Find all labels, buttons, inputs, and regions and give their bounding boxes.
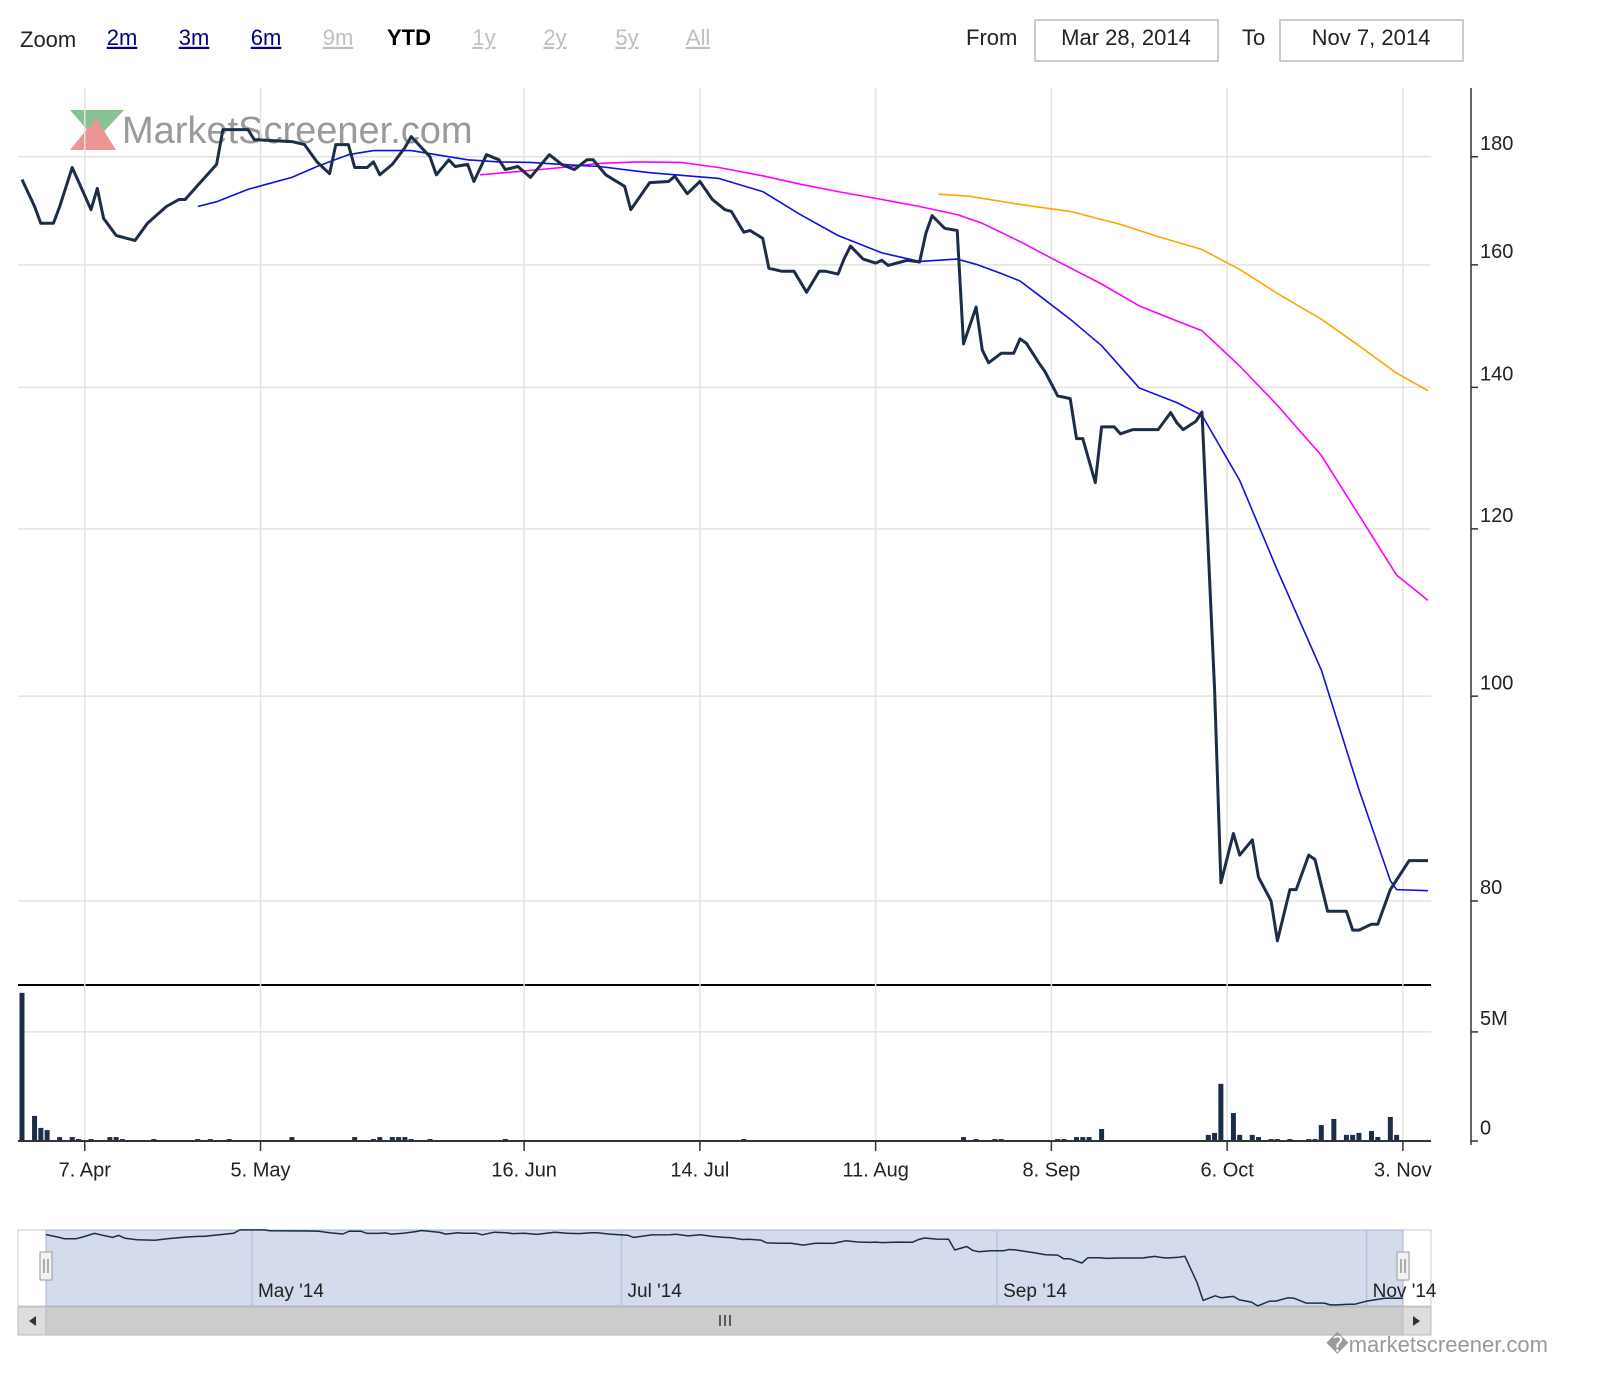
scroll-left-arrow bbox=[29, 1316, 36, 1326]
zoom-button: All bbox=[686, 25, 710, 50]
volume-bar bbox=[389, 1137, 395, 1141]
volume-bar bbox=[1249, 1134, 1255, 1141]
zoom-button[interactable]: 6m bbox=[251, 25, 282, 50]
zoom-button: 2y bbox=[543, 25, 566, 50]
x-tick-label: 16. Jun bbox=[491, 1159, 557, 1181]
volume-bar bbox=[402, 1137, 408, 1141]
y-tick-label: 0 bbox=[1480, 1117, 1491, 1139]
x-tick-label: 3. Nov bbox=[1374, 1159, 1432, 1181]
zoom-button[interactable]: 2m bbox=[107, 25, 138, 50]
volume-bar bbox=[1230, 1113, 1236, 1141]
price-line bbox=[20, 128, 1428, 943]
zoom-button: 5y bbox=[615, 25, 638, 50]
volume-bar bbox=[1205, 1134, 1211, 1141]
volume-bar bbox=[19, 992, 25, 1141]
x-tick-label: 6. Oct bbox=[1200, 1159, 1254, 1181]
scrollbar-grip bbox=[719, 1315, 731, 1326]
navigator-line bbox=[45, 1229, 1403, 1307]
volume-bar bbox=[1074, 1137, 1079, 1141]
volume-bar bbox=[1256, 1137, 1262, 1141]
navigator-selection[interactable] bbox=[45, 1229, 1404, 1307]
moving-average-line bbox=[480, 161, 1429, 602]
zoom-button: 9m bbox=[323, 25, 354, 50]
scroll-right-button[interactable] bbox=[1402, 1306, 1432, 1336]
to-value[interactable]: Nov 7, 2014 bbox=[1312, 25, 1431, 50]
navigator-tick-label: Sep '14 bbox=[1003, 1281, 1067, 1302]
volume-bar bbox=[961, 1137, 967, 1141]
volume-bar bbox=[1331, 1118, 1337, 1141]
volume-bar bbox=[1086, 1137, 1092, 1141]
volume-bar bbox=[1350, 1134, 1356, 1141]
navigator-handle[interactable] bbox=[1396, 1251, 1410, 1281]
volume-bar bbox=[1369, 1130, 1375, 1141]
y-tick-label: 140 bbox=[1480, 364, 1513, 386]
volume-bar bbox=[1394, 1134, 1400, 1141]
volume-bar bbox=[1343, 1134, 1349, 1141]
volume-bar bbox=[32, 1115, 38, 1141]
scroll-right-arrow bbox=[1413, 1316, 1420, 1326]
from-value[interactable]: Mar 28, 2014 bbox=[1061, 25, 1191, 50]
watermark-logo bbox=[70, 110, 124, 150]
y-tick-label: 120 bbox=[1480, 505, 1513, 527]
from-label: From bbox=[966, 25, 1017, 50]
navigator-tick-label: Jul '14 bbox=[628, 1281, 683, 1302]
zoom-label: Zoom bbox=[20, 27, 76, 52]
watermark: MarketScreener.com bbox=[122, 110, 473, 152]
from-input[interactable] bbox=[1034, 19, 1219, 62]
x-tick-label: 5. May bbox=[231, 1159, 291, 1181]
x-tick-label: 14. Jul bbox=[670, 1159, 729, 1181]
volume-bar bbox=[107, 1137, 113, 1141]
volume-bar bbox=[113, 1137, 119, 1141]
volume-bar bbox=[289, 1137, 295, 1141]
to-input[interactable] bbox=[1279, 19, 1464, 62]
volume-bar bbox=[1080, 1137, 1086, 1141]
zoom-button: 1y bbox=[472, 25, 495, 50]
volume-bar bbox=[396, 1137, 402, 1141]
navigator-tick-label: May '14 bbox=[258, 1281, 324, 1302]
to-label: To bbox=[1242, 25, 1265, 50]
y-tick-label: 180 bbox=[1480, 133, 1513, 155]
zoom-button[interactable]: 3m bbox=[179, 25, 210, 50]
volume-bar bbox=[1099, 1129, 1105, 1141]
navigator-tick-label: Nov '14 bbox=[1373, 1281, 1437, 1302]
moving-average-line bbox=[197, 149, 1429, 892]
y-tick-label: 80 bbox=[1480, 877, 1502, 899]
volume-bar bbox=[377, 1137, 383, 1141]
volume-bar bbox=[1218, 1083, 1224, 1141]
volume-bar bbox=[44, 1130, 50, 1141]
y-tick-label: 160 bbox=[1480, 241, 1513, 263]
x-tick-label: 8. Sep bbox=[1022, 1159, 1080, 1181]
x-tick-label: 7. Apr bbox=[59, 1159, 112, 1181]
moving-average-line bbox=[938, 193, 1429, 392]
volume-bar bbox=[1212, 1132, 1218, 1141]
x-tick-label: 11. Aug bbox=[842, 1159, 908, 1181]
volume-bar bbox=[1387, 1117, 1393, 1141]
y-tick-label: 100 bbox=[1480, 672, 1513, 694]
volume-bar bbox=[1356, 1132, 1362, 1141]
volume-bar bbox=[352, 1137, 358, 1141]
y-tick-label: 5M bbox=[1480, 1008, 1508, 1030]
zoom-button[interactable]: YTD bbox=[387, 25, 431, 50]
volume-bar bbox=[69, 1137, 75, 1141]
volume-bar bbox=[1237, 1134, 1243, 1141]
volume-bar bbox=[1375, 1137, 1381, 1141]
volume-bar bbox=[1318, 1125, 1324, 1141]
volume-bar bbox=[57, 1137, 63, 1141]
volume-bar bbox=[38, 1127, 44, 1141]
navigator-handle[interactable] bbox=[39, 1251, 53, 1281]
footer-credit: �marketscreener.com bbox=[1326, 1331, 1548, 1357]
